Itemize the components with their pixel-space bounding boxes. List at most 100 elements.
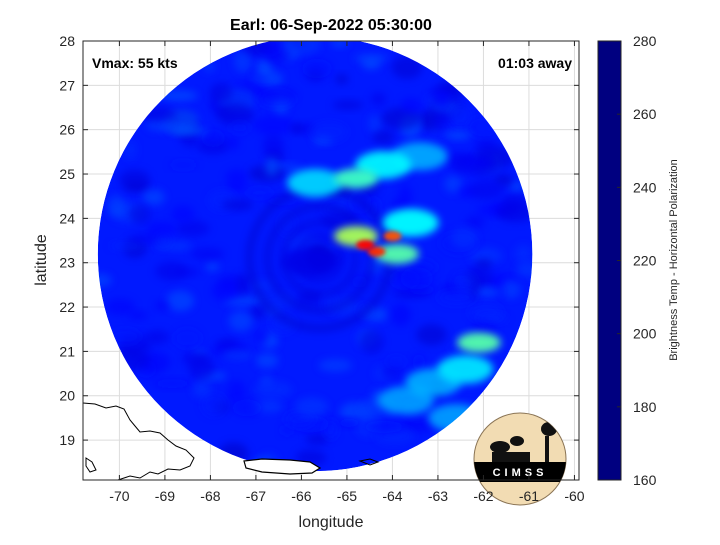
convection-cell — [334, 168, 379, 189]
y-tick-label: 22 — [59, 299, 75, 315]
axis-ticks: -70 -69 -68 -67 -66 -65 -64 -63 -62 -61 -60 19 20 21 2… — [59, 33, 584, 504]
swath-texture-cell — [262, 134, 284, 157]
eye-ring — [279, 218, 360, 299]
swath-texture-cell — [359, 329, 384, 354]
swath-texture-cell — [280, 425, 293, 436]
x-axis-label: longitude — [299, 514, 364, 531]
x-tick-label: -68 — [200, 488, 220, 504]
convection-cell — [382, 208, 439, 237]
swath-texture-cell — [337, 418, 362, 428]
swath-texture-cell — [260, 374, 273, 387]
swath-texture-cell — [416, 324, 447, 346]
swath-texture-cell — [310, 121, 348, 143]
swath-texture-cell — [236, 273, 250, 296]
logo-tower — [545, 436, 549, 462]
swath-texture-cell — [475, 287, 501, 297]
swath-texture-cell — [106, 195, 126, 216]
swath-texture-cell — [227, 380, 246, 403]
coastline-islet-east — [358, 458, 380, 466]
swath-texture-cell — [254, 114, 294, 136]
swath-texture-cell — [450, 227, 478, 249]
logo-band — [474, 462, 566, 482]
colorbar-tick-label: 280 — [633, 33, 657, 49]
y-tick-label: 27 — [59, 77, 75, 93]
swath-texture-cell — [129, 204, 151, 224]
swath-texture-cell — [255, 353, 279, 368]
swath-texture-cell — [370, 92, 387, 106]
colorbar-tick-label: 220 — [633, 253, 657, 269]
logo-building — [492, 452, 530, 462]
x-tick-label: -67 — [246, 488, 266, 504]
swath-texture-cell — [476, 313, 509, 323]
swath-texture-cell — [400, 97, 422, 113]
x-tick-label: -69 — [155, 488, 175, 504]
swath-texture-cell — [145, 329, 169, 345]
colorbar-tick-label: 200 — [633, 326, 657, 342]
x-tick-label: -63 — [428, 488, 448, 504]
convection-cell — [374, 243, 419, 264]
swath-texture-cell — [391, 55, 423, 80]
swath-texture-cell — [443, 152, 475, 166]
swath-texture-cell — [400, 267, 434, 290]
vmax-annotation: Vmax: 55 kts — [92, 55, 178, 71]
swath-texture-cell — [228, 121, 251, 135]
swath-texture-cell — [160, 90, 198, 102]
swath-texture-cell — [254, 381, 293, 399]
eye-ring — [263, 202, 376, 315]
swath-texture-cell — [171, 205, 195, 223]
swath-texture-cell — [152, 378, 193, 389]
y-tick-label: 23 — [59, 255, 75, 271]
swath-texture-cell — [228, 310, 253, 332]
colorbar-tick-label: 180 — [633, 399, 657, 415]
swath-texture-cell — [155, 261, 189, 281]
logo-text: CIMSS — [493, 467, 548, 479]
swath-texture-cell — [254, 330, 270, 344]
swath-texture-cell — [330, 41, 349, 48]
swath-texture-cell — [318, 358, 352, 372]
swath-texture-cell — [216, 103, 254, 126]
swath-texture-cell — [166, 290, 195, 312]
swath-texture-cell — [305, 433, 329, 446]
y-tick-label: 20 — [59, 388, 75, 404]
swath-texture-cell — [412, 354, 426, 371]
x-tick-label: -60 — [564, 488, 584, 504]
y-tick-label: 25 — [59, 166, 75, 182]
x-tick-label: -62 — [473, 488, 493, 504]
swath-texture-cell — [176, 220, 210, 237]
swath-texture-cell — [259, 88, 297, 100]
swath-texture-cell — [381, 364, 402, 380]
swath-texture-cell — [192, 378, 212, 399]
coastline-layer — [83, 402, 380, 480]
swath-texture-cell — [390, 303, 411, 327]
swath-texture-cell — [249, 305, 268, 320]
swath-texture-cell — [381, 107, 421, 130]
coastline-island-south — [243, 458, 322, 475]
swath-texture-cell — [398, 184, 412, 207]
axes-frame — [82, 40, 580, 481]
convection-cell — [356, 239, 375, 250]
convection-cell — [383, 231, 402, 242]
swath-texture-cell — [335, 74, 349, 85]
y-tick-label: 21 — [59, 343, 75, 359]
x-tick-label: -70 — [109, 488, 129, 504]
swath-texture-cell — [444, 175, 463, 193]
x-tick-label: -66 — [291, 488, 311, 504]
swath-texture-cell — [434, 91, 450, 108]
swath-texture-cell — [233, 49, 252, 73]
swath-texture-cell — [295, 397, 328, 417]
swath-texture-cell — [501, 279, 521, 299]
swath-layer — [97, 41, 533, 472]
swath-texture-cell — [154, 300, 170, 312]
swath-texture-cell — [372, 130, 395, 145]
swath-texture-cell — [108, 328, 142, 345]
swath-texture-cell — [128, 310, 148, 321]
swath-texture-cell — [514, 244, 533, 264]
logo-antenna-dish-small — [510, 436, 524, 446]
colorbar-ticks: 160 180 200 220 240 260 280 — [617, 33, 657, 488]
y-tick-label: 26 — [59, 122, 75, 138]
swath-texture-cell — [226, 136, 240, 150]
swath-texture-cell — [437, 290, 477, 306]
logo-antenna-dish — [490, 441, 510, 453]
swath-texture-cell — [245, 187, 274, 198]
swath-texture-cell — [211, 281, 240, 302]
